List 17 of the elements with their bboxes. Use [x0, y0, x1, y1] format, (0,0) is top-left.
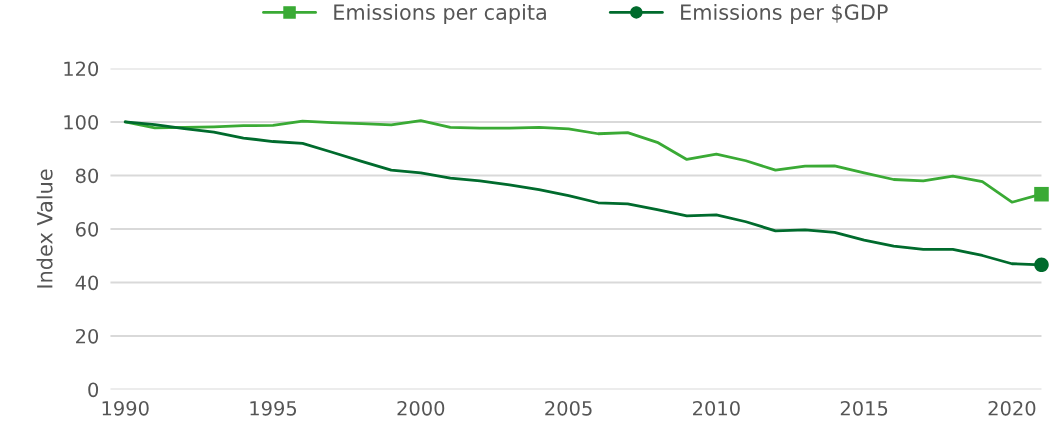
legend-label: Emissions per $GDP	[681, 3, 888, 25]
x-tick-label: 1995	[250, 400, 297, 416]
x-tick-label: 2020	[988, 400, 1036, 416]
legend-label: Emissions per capita	[334, 3, 546, 25]
y-tick-label: 100	[64, 114, 99, 130]
x-tick-label: 2005	[545, 400, 592, 416]
x-tick-label: 1990	[102, 400, 149, 416]
y-tick-label: 40	[75, 275, 99, 291]
y-tick-label: 80	[75, 168, 99, 184]
x-tick-label: 2000	[397, 400, 445, 416]
y-tick-label: 20	[76, 328, 99, 344]
y-tick-label: 120	[64, 61, 99, 77]
y-axis-title: Index Value	[36, 169, 53, 288]
x-tick-label: 2010	[693, 400, 740, 416]
y-tick-label: 0	[88, 382, 99, 398]
y-tick-label: 60	[75, 221, 99, 237]
x-tick-label: 2015	[840, 400, 888, 416]
